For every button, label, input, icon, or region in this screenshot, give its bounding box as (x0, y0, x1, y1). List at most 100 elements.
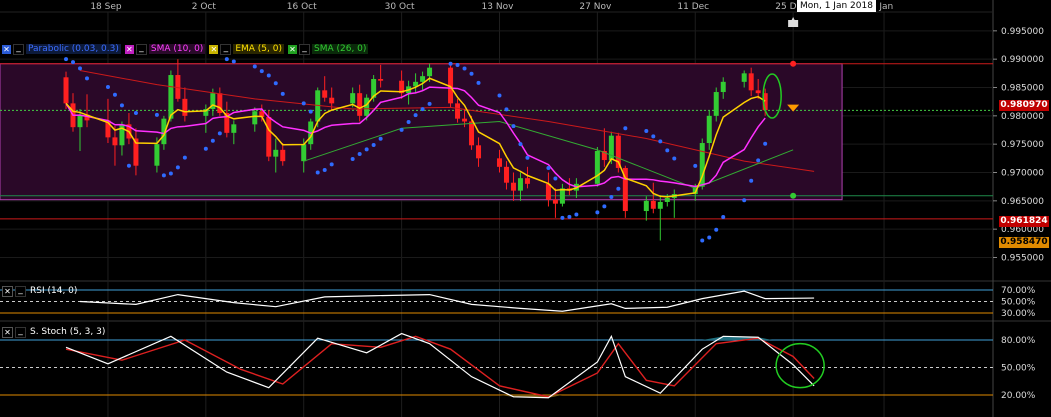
candle-body (427, 67, 433, 77)
parabolic-dot (616, 186, 621, 191)
indicator-label: Parabolic (0.03, 0.3) (26, 44, 121, 54)
parabolic-dot (308, 109, 313, 114)
parabolic-dot (756, 158, 761, 163)
parabolic-dot (413, 113, 418, 118)
candle-body (545, 183, 551, 200)
candle-body (664, 198, 670, 202)
minimize-icon[interactable]: _ (298, 43, 310, 55)
candle-body (476, 145, 482, 159)
candle-body (133, 138, 139, 166)
parabolic-dot (763, 141, 768, 146)
low-price-tag: 0.958470 (999, 237, 1049, 248)
minimize-icon[interactable]: _ (13, 43, 24, 55)
candle-body (280, 149, 286, 162)
y-tick-label: 0.960000 (1001, 225, 1044, 235)
candle-body (517, 178, 523, 191)
candle-body (77, 114, 83, 128)
rsi-label: RSI (14, 0) (30, 286, 78, 296)
close-icon[interactable]: ✕ (287, 44, 297, 54)
parabolic-dot (749, 178, 754, 183)
indicator-sma26[interactable]: ✕ _ SMA (26, 0) (287, 43, 369, 55)
resistance-dot (790, 60, 797, 67)
parabolic-dot (364, 147, 369, 152)
candle-body (741, 73, 747, 82)
parabolic-dot (105, 85, 110, 90)
candle-body (650, 200, 656, 209)
axes: 18 Sep 2 Oct 16 Oct 30 Oct 13 Nov 27 Nov 11 De… (90, 2, 1044, 401)
support-dot (790, 192, 797, 199)
last-price-tag: 0.980970 (999, 100, 1049, 111)
parabolic-dot (210, 138, 215, 143)
candle-body (448, 67, 454, 104)
candle-body (559, 188, 565, 204)
close-icon[interactable]: ✕ (2, 326, 13, 338)
close-icon[interactable]: ✕ (2, 44, 11, 54)
minimize-icon[interactable]: _ (15, 326, 26, 338)
candle-body (657, 201, 663, 209)
parabolic-dot (448, 61, 453, 66)
parabolic-dot (623, 126, 628, 131)
x-tick-label: 13 Nov (482, 2, 515, 12)
candle-body (329, 97, 335, 104)
parabolic-dot (175, 165, 180, 170)
parabolic-dot (371, 142, 376, 147)
x-tick-label: 7 Jan (871, 2, 893, 12)
parabolic-dot (252, 64, 257, 69)
parabolic-dot (357, 152, 362, 157)
minimize-icon[interactable]: _ (220, 43, 232, 55)
y-tick-label: 0.970000 (1001, 169, 1044, 179)
candle-body (231, 124, 237, 133)
parabolic-dot (112, 92, 117, 97)
candle-body (608, 135, 614, 161)
parabolic-dot (329, 162, 334, 167)
x-tick-label: 16 Oct (287, 2, 317, 12)
rsi-legend: ✕ _ RSI (14, 0) (2, 285, 79, 297)
parabolic-dot (455, 63, 460, 68)
candle-body (755, 90, 761, 94)
parabolic-dot (84, 76, 89, 81)
minimize-icon[interactable]: _ (15, 285, 26, 297)
annotations (762, 17, 800, 199)
x-tick-label: 27 Nov (579, 2, 612, 12)
close-icon[interactable]: ✕ (209, 44, 219, 54)
parabolic-dot (231, 59, 236, 64)
candle-body (322, 90, 328, 98)
candle-body (154, 144, 160, 166)
parabolic-dot (658, 139, 663, 144)
parabolic-dot (182, 155, 187, 160)
parabolic-dot (742, 198, 747, 203)
parabolic-dot (406, 120, 411, 125)
parabolic-dot (259, 69, 264, 74)
rsi-tick-label: 30.00% (1001, 309, 1036, 319)
parabolic-dot (350, 157, 355, 162)
stoch-tick-label: 50.00% (1001, 364, 1036, 374)
stoch-legend: ✕ _ S. Stoch (5, 3, 3) (2, 326, 107, 338)
parabolic-dot (119, 103, 124, 108)
candle-body (378, 79, 384, 81)
parabolic-dot (700, 238, 705, 243)
candle-body (524, 178, 530, 184)
minimize-icon[interactable]: _ (135, 43, 147, 55)
candle-body (84, 114, 90, 121)
parabolic-dot (595, 210, 600, 215)
candle-body (510, 182, 516, 191)
stoch-tick-label: 20.00% (1001, 391, 1036, 401)
parabolic-dot (469, 71, 474, 76)
candle-body (469, 121, 475, 146)
indicator-ema5[interactable]: ✕ _ EMA (5, 0) (209, 43, 284, 55)
candle-body (748, 73, 754, 91)
close-icon[interactable]: ✕ (124, 44, 134, 54)
close-icon[interactable]: ✕ (2, 285, 13, 297)
parabolic-sar-dots (64, 57, 768, 243)
candle-body (552, 199, 558, 204)
parabolic-dot (672, 156, 677, 161)
candle-body (706, 115, 712, 144)
y-tick-label: 0.995000 (1001, 27, 1044, 37)
parabolic-dot (525, 155, 530, 160)
candle-body (713, 92, 719, 116)
indicator-parabolic[interactable]: ✕ _ Parabolic (0.03, 0.3) (2, 43, 121, 55)
parabolic-dot (644, 128, 649, 133)
candle-body (594, 150, 600, 184)
indicator-sma10[interactable]: ✕ _ SMA (10, 0) (124, 43, 206, 55)
